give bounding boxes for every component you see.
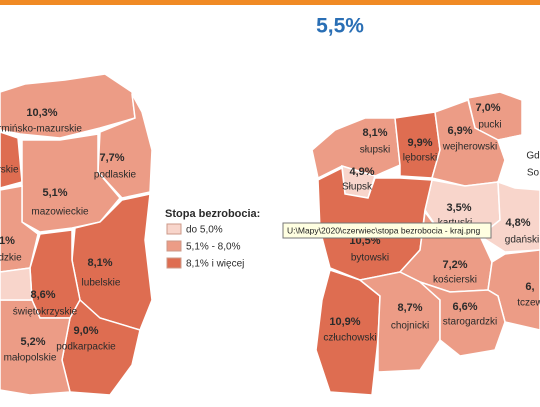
region-value: 7,0%	[475, 102, 500, 114]
region-name: starogardzki	[443, 317, 497, 328]
region-name: gdański	[505, 235, 539, 246]
legend-label: 5,1% - 8,0%	[186, 242, 241, 253]
left-labels: 10,3% rmińsko-mazurskie rskie 7,7% podla…	[0, 107, 137, 364]
region-name: dzkie	[0, 253, 22, 264]
region-value: 8,1%	[87, 257, 112, 269]
region-value: 10,3%	[26, 107, 57, 119]
region	[358, 271, 441, 373]
region	[97, 93, 153, 199]
region-value: 7,7%	[99, 152, 124, 164]
legend-label: 8,1% i więcej	[186, 259, 244, 270]
region-value: 4,8%	[505, 217, 530, 229]
region-name: tczew	[517, 298, 540, 309]
region-value: 1%	[0, 235, 15, 247]
region-name: wejherowski	[442, 142, 497, 153]
left-map	[0, 73, 153, 396]
top-bar	[0, 0, 540, 5]
region-name: Gd	[526, 151, 539, 162]
region-value: 6,	[525, 281, 534, 293]
region-value: 6,9%	[447, 125, 472, 137]
region-name: człuchowski	[323, 333, 376, 344]
region-value: 5,1%	[42, 187, 67, 199]
legend-swatch	[166, 223, 182, 235]
region-name: mazowieckie	[31, 207, 89, 218]
region	[478, 180, 540, 253]
region-name: małopolskie	[4, 353, 57, 364]
region-value: 8,6%	[30, 289, 55, 301]
region	[0, 131, 23, 189]
region-name: słupski	[360, 145, 391, 156]
region-name: podkarpackie	[56, 342, 116, 353]
region-name: Słupsk	[342, 182, 373, 193]
region	[0, 267, 33, 301]
legend-swatch	[166, 257, 182, 269]
region-name: podlaskie	[94, 170, 137, 181]
region	[0, 299, 71, 396]
region-value: 7,2%	[442, 259, 467, 271]
region	[419, 281, 506, 357]
region-value: 4,9%	[349, 166, 374, 178]
region-value: 8,1%	[362, 127, 387, 139]
legend-title: Stopa bezrobocia:	[165, 208, 260, 220]
region-value: 9,9%	[407, 137, 432, 149]
legend-swatch	[166, 240, 182, 252]
region-value: 10,9%	[329, 316, 360, 328]
region-name: pucki	[478, 120, 501, 131]
region-value: 9,0%	[73, 325, 98, 337]
title: 5,5%	[316, 15, 364, 38]
region-name: So	[527, 168, 540, 179]
region	[431, 99, 506, 187]
tooltip: U:\Mapy\2020\czerwiec\stopa bezrobocia -…	[282, 222, 492, 239]
region-value: 6,6%	[452, 301, 477, 313]
legend-label: do 5,0%	[186, 225, 223, 236]
region	[497, 129, 540, 191]
region-value: 8,7%	[397, 302, 422, 314]
tooltip-box	[282, 222, 492, 239]
region-name: rmińsko-mazurskie	[0, 124, 82, 135]
region-name: chojnicki	[391, 321, 429, 332]
legend: Stopa bezrobocia: do 5,0% 5,1% - 8,0% 8,…	[165, 208, 260, 270]
region-name: świętokrzyskie	[13, 307, 78, 318]
region-name: lęborski	[403, 153, 437, 164]
region-name: bytowski	[351, 253, 389, 264]
region-value: 3,5%	[446, 202, 471, 214]
tooltip-text: U:\Mapy\2020\czerwiec\stopa bezrobocia -…	[287, 225, 481, 235]
region	[29, 229, 81, 319]
region	[0, 185, 39, 273]
region-value: 5,2%	[20, 336, 45, 348]
region-name: rskie	[0, 165, 19, 176]
region-name: lubelskie	[82, 278, 121, 289]
region-name: kościerski	[433, 275, 477, 286]
